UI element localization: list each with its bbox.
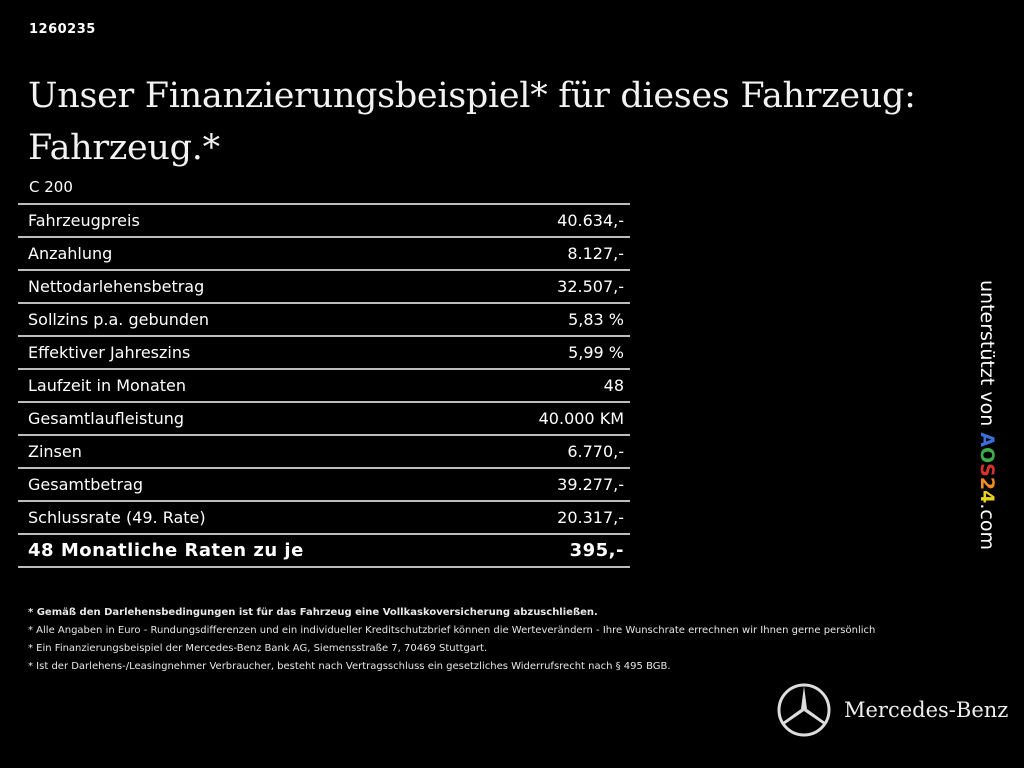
mercedes-star-icon <box>777 683 831 737</box>
row-value: 39.277,- <box>472 467 630 501</box>
row-value: 5,99 % <box>472 335 630 369</box>
row-label: Laufzeit in Monaten <box>18 368 473 402</box>
table-row: Fahrzeugpreis 40.634,- <box>18 203 630 237</box>
brand-name: Mercedes-Benz <box>844 698 1009 722</box>
footnote: * Ein Finanzierungsbeispiel der Mercedes… <box>28 643 488 654</box>
footnotes: * Gemäß den Darlehensbedingungen ist für… <box>28 604 875 676</box>
aos-letter: 2 <box>976 476 998 491</box>
table-row: Gesamtbetrag 39.277,- <box>18 467 630 501</box>
row-value: 6.770,- <box>472 434 630 468</box>
table-row: Laufzeit in Monaten 48 <box>18 368 630 402</box>
mercedes-benz-logo: Mercedes-Benz <box>776 682 1008 738</box>
table-row: Gesamtlaufleistung 40.000 KM <box>18 401 630 435</box>
row-label: Fahrzeugpreis <box>18 203 473 237</box>
row-label: Gesamtbetrag <box>18 467 473 501</box>
aos-letter: A <box>976 432 998 448</box>
table-row: Zinsen 6.770,- <box>18 434 630 468</box>
total-row: 48 Monatliche Raten zu je 395,- <box>18 533 630 568</box>
row-value: 40.634,- <box>472 203 630 237</box>
table-row: Sollzins p.a. gebunden 5,83 % <box>18 302 630 336</box>
row-label: 48 Monatliche Raten zu je <box>18 533 473 568</box>
table-row: Effektiver Jahreszins 5,99 % <box>18 335 630 369</box>
row-value: 40.000 KM <box>472 401 630 435</box>
aos-letter: O <box>976 447 998 464</box>
table-row: Nettodarlehensbetrag 32.507,- <box>18 269 630 303</box>
row-label: Gesamtlaufleistung <box>18 401 473 435</box>
row-value: 8.127,- <box>472 236 630 270</box>
page-title: Unser Finanzierungsbeispiel* für dieses … <box>28 76 916 168</box>
footnote: * Alle Angaben in Euro - Rundungsdiffere… <box>28 625 876 636</box>
listing-id: 1260235 <box>29 22 96 37</box>
row-value: 5,83 % <box>472 302 630 336</box>
row-value: 48 <box>472 368 630 402</box>
row-value: 20.317,- <box>472 500 630 534</box>
row-label: Anzahlung <box>18 236 473 270</box>
table-row: Anzahlung 8.127,- <box>18 236 630 270</box>
row-label: Schlussrate (49. Rate) <box>18 500 473 534</box>
row-label: Sollzins p.a. gebunden <box>18 302 473 336</box>
table-row: Schlussrate (49. Rate) 20.317,- <box>18 500 630 534</box>
financing-table: Fahrzeugpreis 40.634,- Anzahlung 8.127,- Net… <box>18 203 630 568</box>
aos-letter: S <box>976 463 998 477</box>
row-label: Effektiver Jahreszins <box>18 335 473 369</box>
row-label: Nettodarlehensbetrag <box>18 269 473 303</box>
aos24-credit: unterstützt von AOS24.com <box>976 280 998 550</box>
model-name: C 200 <box>29 178 73 196</box>
footnote: * Gemäß den Darlehensbedingungen ist für… <box>28 607 598 618</box>
row-value: 395,- <box>472 533 630 568</box>
row-value: 32.507,- <box>472 269 630 303</box>
footnote: * Ist der Darlehens-/Leasingnehmer Verbr… <box>28 661 671 672</box>
row-label: Zinsen <box>18 434 473 468</box>
aos-letter: 4 <box>976 490 998 504</box>
